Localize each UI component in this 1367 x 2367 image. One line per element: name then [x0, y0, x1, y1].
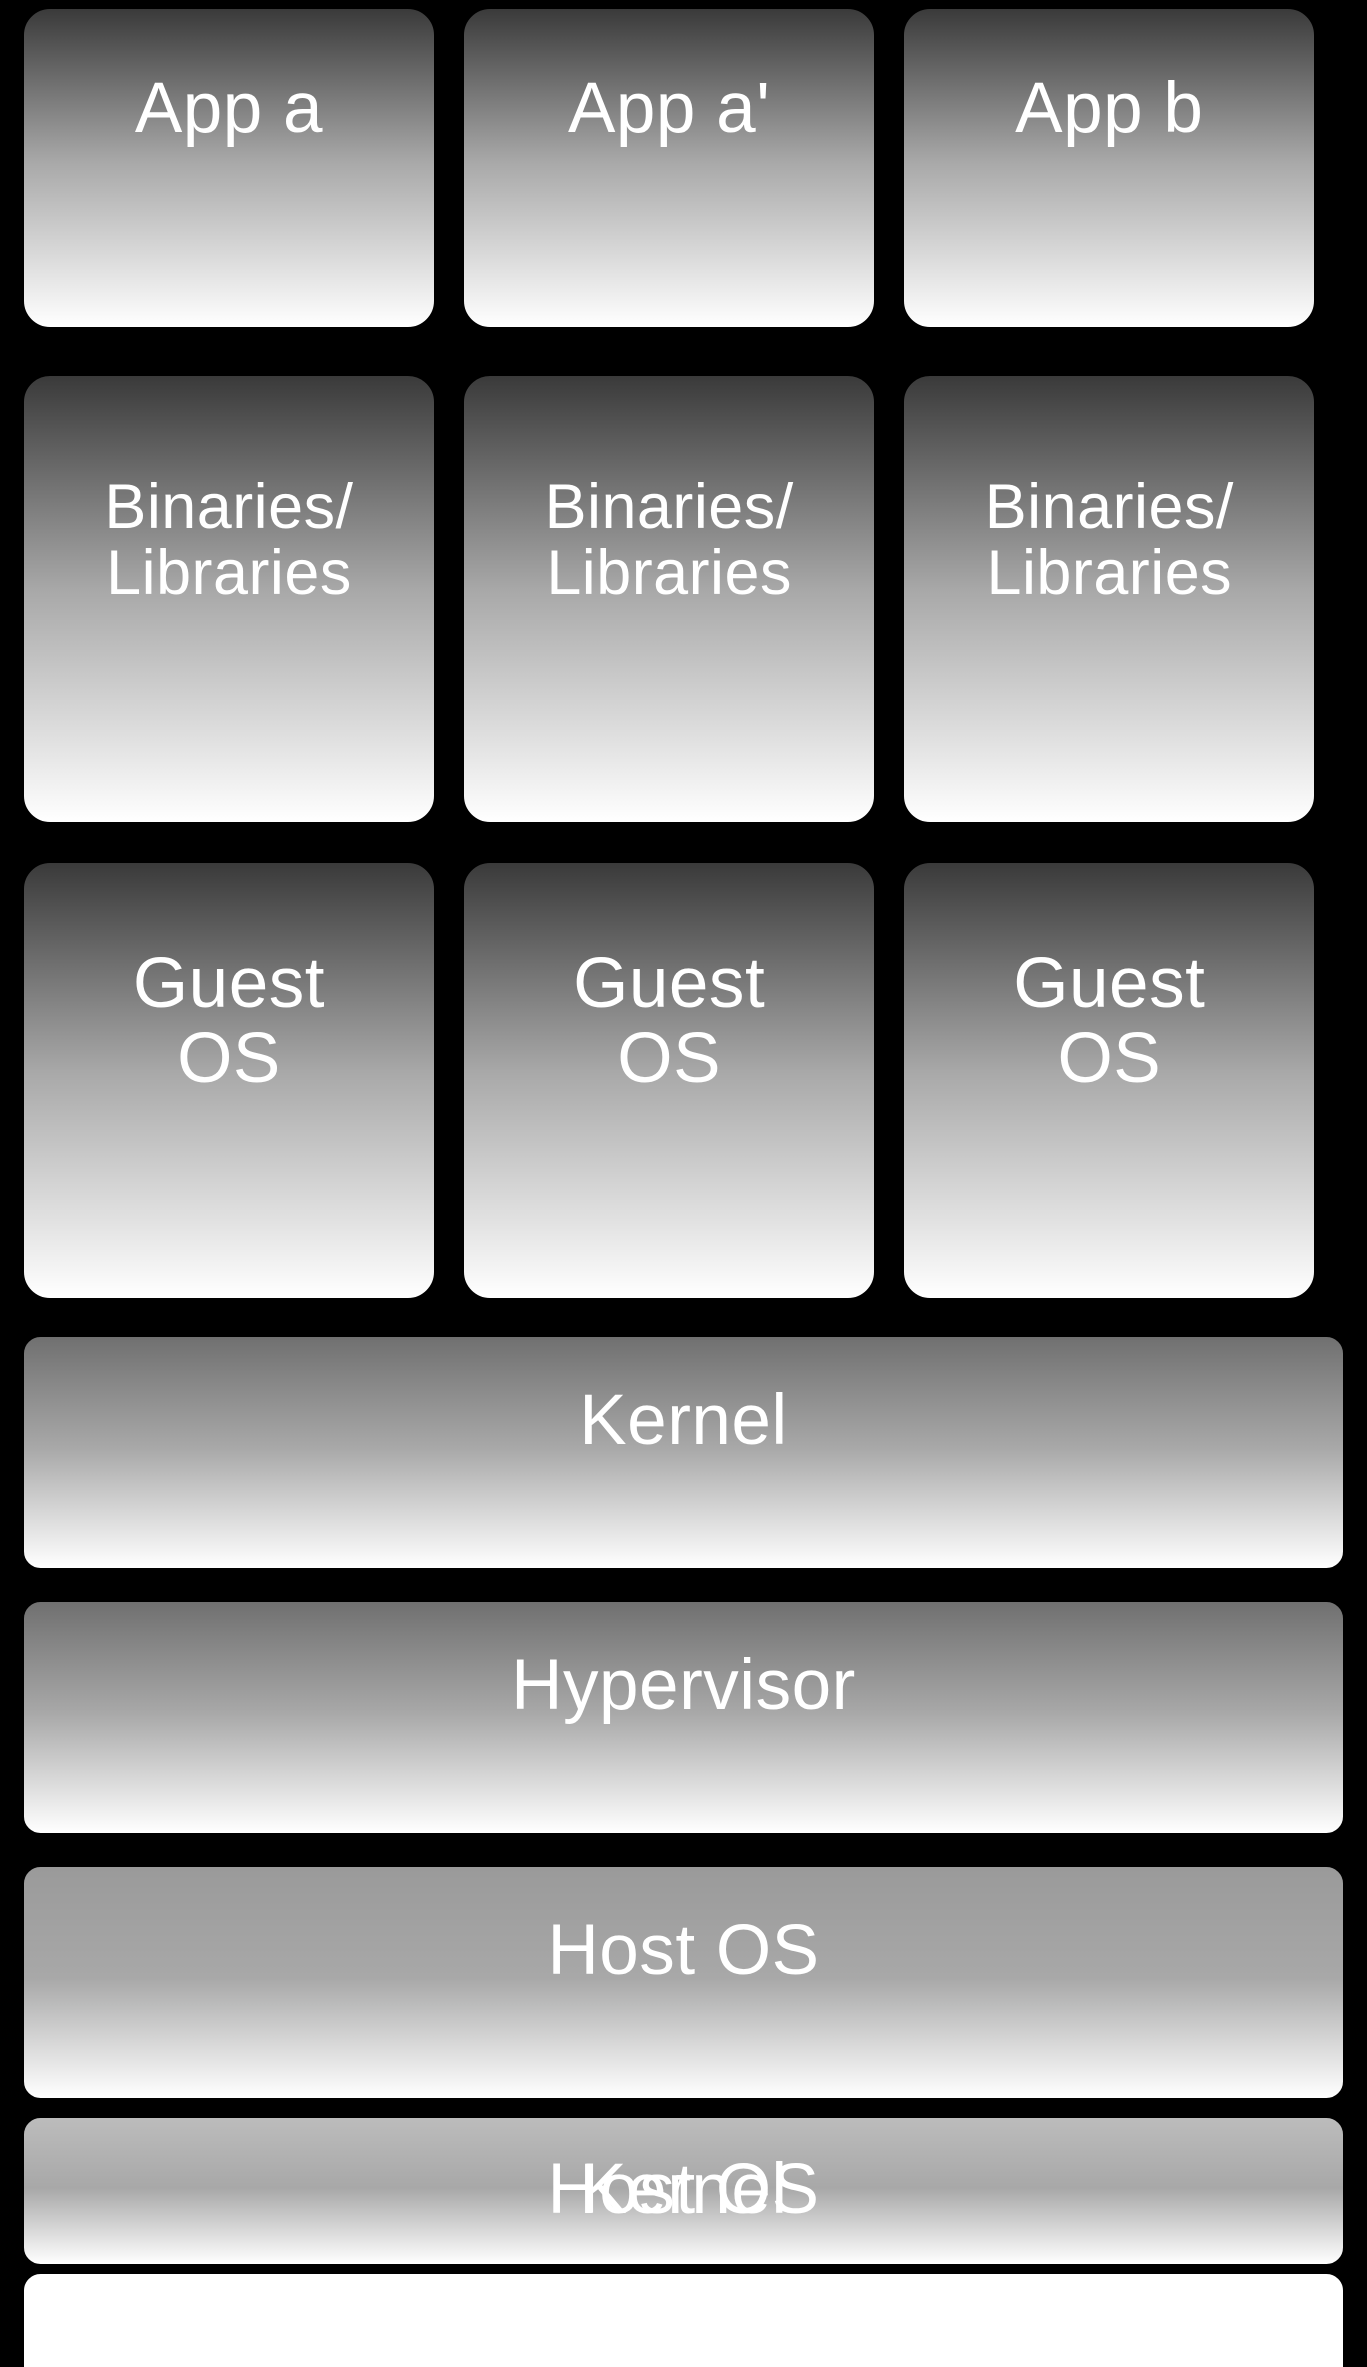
guests-label: OS	[133, 1021, 325, 1096]
apps-label: App a	[135, 72, 323, 147]
guests-label: Guest	[573, 947, 765, 1022]
guests-cell-0: GuestOS	[20, 859, 438, 1302]
guests-label: OS	[573, 1021, 765, 1096]
hostos-row: Host OS	[20, 1863, 1347, 2102]
guests-cell-2: GuestOS	[900, 859, 1318, 1302]
hypervisor-label: Hypervisor	[511, 1649, 856, 1724]
apps-cell-1: App a'	[460, 5, 878, 332]
hypervisor-row: Hypervisor	[20, 1598, 1347, 1837]
guests-label: Guest	[1013, 947, 1205, 1022]
bins-cell-2: Binaries/Libraries	[900, 372, 1318, 826]
apps-label: App b	[1015, 72, 1203, 147]
bins-label: Binaries/	[104, 474, 353, 540]
blank-row	[20, 2270, 1347, 2367]
bins-label: Libraries	[985, 540, 1234, 606]
vm-stack-diagram: App aApp a'App bBinaries/LibrariesBinari…	[0, 0, 1367, 2367]
guests-label: Guest	[133, 947, 325, 1022]
bins-label: Libraries	[104, 540, 353, 606]
bins-cell-0: Binaries/Libraries	[20, 372, 438, 826]
bins-label: Binaries/	[545, 474, 794, 540]
kernel-row: Kernel	[20, 1333, 1347, 1572]
apps-cell-0: App a	[20, 5, 438, 332]
overlay-overlay: Kernel	[20, 2114, 1347, 2268]
bins-cell-1: Binaries/Libraries	[460, 372, 878, 826]
bins-label: Libraries	[545, 540, 794, 606]
guests-cell-1: GuestOS	[460, 859, 878, 1302]
apps-label: App a'	[568, 72, 770, 147]
guests-label: OS	[1013, 1021, 1205, 1096]
hostos-label: Host OS	[547, 1914, 819, 1989]
bins-label: Binaries/	[985, 474, 1234, 540]
apps-cell-2: App b	[900, 5, 1318, 332]
overlay-label-over: Kernel	[579, 2153, 787, 2228]
kernel-label: Kernel	[579, 1384, 787, 1459]
